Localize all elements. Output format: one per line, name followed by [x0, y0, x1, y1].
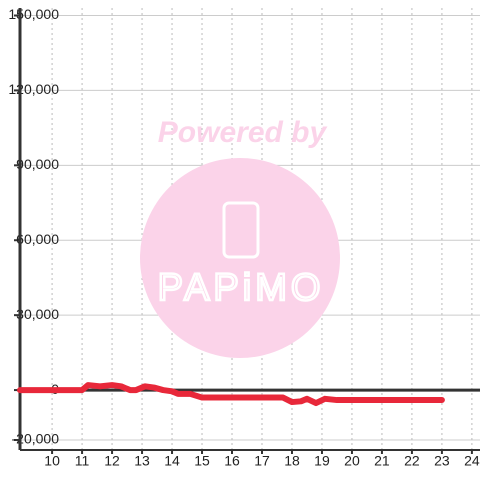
- watermark-logo: PAPiMO: [158, 267, 325, 309]
- x-tick-label: 20: [344, 453, 360, 469]
- x-tick-label: 12: [104, 453, 120, 469]
- y-tick-label: 150,000: [8, 6, 59, 22]
- x-tick-label: 15: [194, 453, 210, 469]
- x-tick-label: 22: [404, 453, 420, 469]
- x-tick-label: 11: [75, 453, 90, 469]
- x-tick-label: 17: [254, 453, 270, 469]
- y-tick-label: -20,000: [12, 431, 60, 447]
- y-tick-label: 60,000: [16, 231, 59, 247]
- x-tick-label: 10: [44, 453, 60, 469]
- data-line: [17, 382, 445, 407]
- x-tick-label: 21: [374, 453, 390, 469]
- y-tick-label: 30,000: [16, 306, 59, 322]
- x-tick-label: 19: [314, 453, 330, 469]
- x-tick-label: 18: [284, 453, 300, 469]
- y-tick-label: 120,000: [8, 81, 59, 97]
- x-tick-label: 23: [434, 453, 450, 469]
- watermark-text: Powered by: [158, 116, 328, 149]
- x-tick-label: 14: [164, 453, 180, 469]
- x-tick-label: 24: [464, 453, 480, 469]
- x-tick-label: 13: [134, 453, 150, 469]
- x-tick-label: 16: [224, 453, 240, 469]
- y-tick-label: 90,000: [16, 156, 59, 172]
- watermark-phone: [222, 201, 260, 259]
